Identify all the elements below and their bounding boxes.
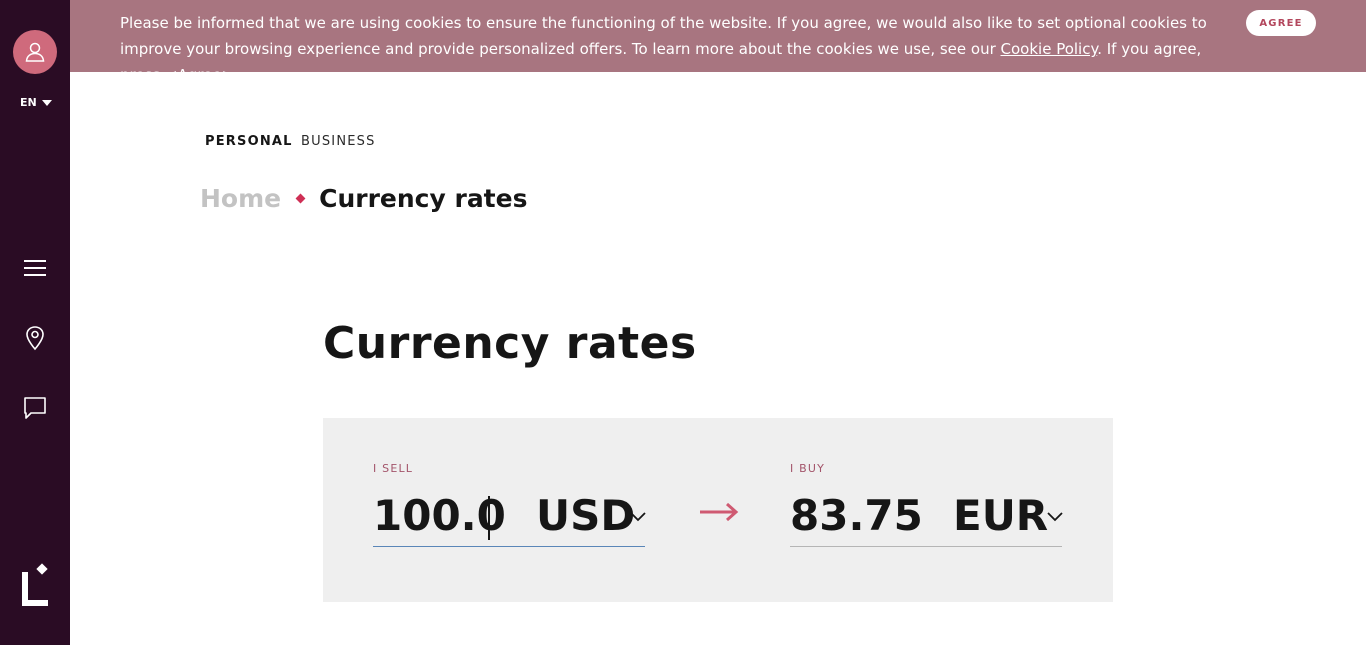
menu-icon[interactable] xyxy=(22,255,48,281)
buy-field-underline xyxy=(790,546,1062,547)
breadcrumb-home-link[interactable]: Home xyxy=(200,184,282,213)
user-icon xyxy=(25,42,45,62)
location-pin-icon[interactable] xyxy=(22,325,48,351)
breadcrumb: Home Currency rates xyxy=(200,184,527,213)
tab-personal[interactable]: PERSONAL xyxy=(205,134,293,149)
cookie-message: Please be informed that we are using coo… xyxy=(120,10,1230,88)
sell-amount-input[interactable]: 100.0 xyxy=(373,491,506,540)
sell-label: I SELL xyxy=(373,462,414,475)
breadcrumb-current: Currency rates xyxy=(319,184,528,213)
sell-field-underline xyxy=(373,546,645,547)
buy-field: 83.75 EUR xyxy=(790,488,1064,547)
chat-icon[interactable] xyxy=(22,395,48,421)
language-selector[interactable]: EN xyxy=(20,96,52,109)
agree-button[interactable]: AGREE xyxy=(1246,10,1316,36)
user-account-button[interactable] xyxy=(13,30,57,74)
cookie-text-start: Please be informed that we are using coo… xyxy=(120,14,1207,58)
cookie-banner: Please be informed that we are using coo… xyxy=(70,0,1366,84)
logo-icon[interactable] xyxy=(20,562,52,608)
buy-label: I BUY xyxy=(790,462,826,475)
chevron-down-icon[interactable] xyxy=(1046,510,1064,522)
page-title: Currency rates xyxy=(323,318,697,369)
buy-amount-input[interactable]: 83.75 xyxy=(790,491,923,540)
cookie-text-end: . If you agree, press <Agree> xyxy=(120,40,1202,84)
tab-business[interactable]: BUSINESS xyxy=(301,134,376,149)
arrow-right-icon xyxy=(700,502,739,522)
currency-converter: I SELL 100.0 USD I BUY 83.75 EUR xyxy=(323,418,1113,602)
cookie-policy-link[interactable]: Cookie Policy xyxy=(1000,40,1098,58)
caret-down-icon xyxy=(41,99,52,106)
sell-field: 100.0 USD xyxy=(373,488,647,547)
text-cursor xyxy=(488,496,490,540)
buy-currency-select[interactable]: EUR xyxy=(953,491,1049,540)
chevron-down-icon[interactable] xyxy=(629,510,647,522)
sidebar: EN xyxy=(0,0,70,645)
breadcrumb-separator-icon xyxy=(295,193,306,204)
language-label: EN xyxy=(20,96,37,109)
sell-currency-select[interactable]: USD xyxy=(536,491,636,540)
